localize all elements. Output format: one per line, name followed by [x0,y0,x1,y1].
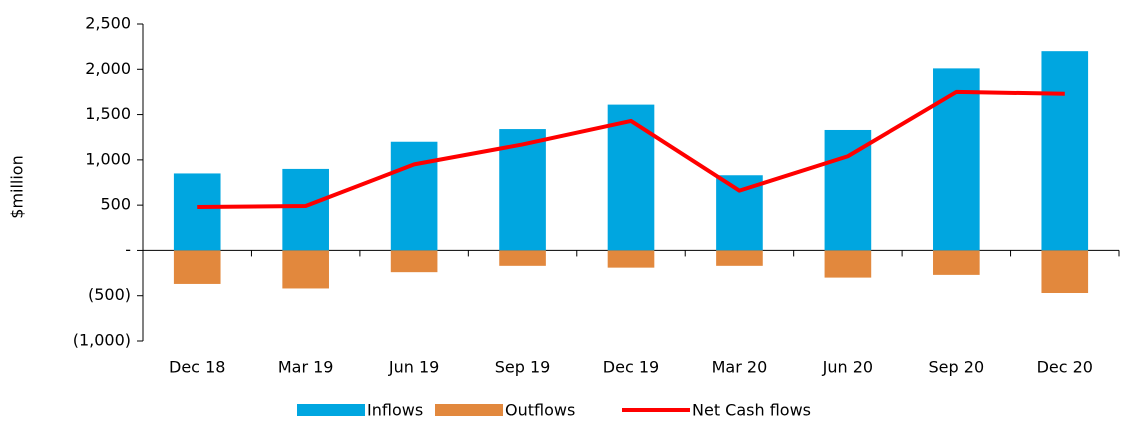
y-tick-label: - [125,240,131,259]
bar [173,250,221,284]
legend-swatch [435,404,503,416]
bar [933,250,980,275]
bar [824,250,872,278]
bar [390,250,438,273]
bar [933,68,980,251]
x-tick-label: Mar 20 [712,358,768,377]
y-tick-label: 2,500 [85,14,131,33]
bar [282,168,329,251]
line [197,89,1065,209]
legend-swatch [297,404,365,416]
x-tick-label: Sep 19 [495,358,551,377]
bar [607,250,655,268]
y-tick-label: 1,000 [85,149,131,168]
legend-label: Outflows [505,401,575,420]
bar [499,250,546,266]
y-tick-label: (500) [88,285,131,304]
x-tick-label: Dec 19 [603,358,659,377]
x-tick-label: Jun 19 [388,358,439,377]
x-tick-label: Sep 20 [929,358,985,377]
bar [824,129,872,251]
bar [1041,250,1089,293]
legend-label: Net Cash flows [692,401,811,420]
x-tick-label: Dec 18 [169,358,225,377]
bar [282,250,329,289]
bar [390,141,438,251]
y-tick-label: (1,000) [73,331,131,350]
bar [173,173,221,251]
y-axis-label: $million [8,155,27,218]
x-tick-label: Mar 19 [278,358,334,377]
y-tick-label: 1,500 [85,104,131,123]
x-tick-label: Dec 20 [1037,358,1093,377]
y-tick-label: 2,000 [85,59,131,78]
x-tick-label: Jun 20 [822,358,873,377]
bar [716,250,763,266]
legend-label: Inflows [367,401,423,420]
bar [1041,51,1089,251]
y-tick-label: 500 [100,195,131,214]
